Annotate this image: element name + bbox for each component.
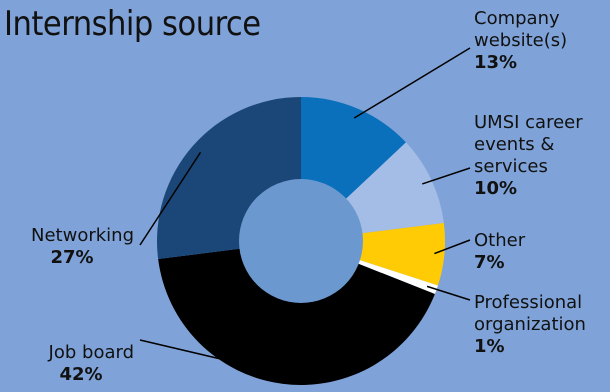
- leader-lines: [139, 47, 471, 375]
- label-umsi-career: UMSI career events & services 10%: [474, 112, 583, 200]
- label-other: Other 7%: [474, 230, 525, 274]
- label-company-website-line-2: website(s): [474, 30, 568, 51]
- leader-umsi-career: [422, 167, 471, 185]
- label-professional-org: Professional organization 1%: [474, 292, 586, 358]
- label-job-board-line-1: Job board: [48, 342, 134, 363]
- slice-job-board: [158, 241, 435, 385]
- label-networking: Networking 27%: [10, 225, 134, 269]
- leader-other: [434, 239, 471, 255]
- label-umsi-career-line-1: UMSI career: [474, 112, 583, 133]
- label-professional-org-line-1: Professional: [474, 292, 583, 313]
- label-company-website: Company website(s) 13%: [474, 8, 567, 74]
- donut-hole: [239, 179, 363, 303]
- chart-title: Internship source: [4, 4, 261, 44]
- label-professional-org-value: 1%: [474, 336, 505, 357]
- leader-networking: [139, 151, 202, 246]
- label-professional-org-line-2: organization: [474, 314, 586, 335]
- label-networking-value: 27%: [50, 247, 94, 268]
- label-company-website-value: 13%: [474, 52, 518, 73]
- label-umsi-career-value: 10%: [474, 178, 518, 199]
- leader-professional-org: [426, 285, 471, 301]
- label-job-board-value: 42%: [59, 364, 103, 385]
- label-company-website-line-1: Company: [474, 8, 560, 29]
- label-job-board: Job board 42%: [28, 342, 134, 386]
- label-other-value: 7%: [474, 252, 505, 273]
- leader-company-website: [353, 47, 471, 119]
- leader-job-board: [139, 339, 285, 375]
- label-umsi-career-line-3: services: [474, 156, 548, 177]
- label-networking-line-1: Networking: [31, 225, 134, 246]
- label-other-line-1: Other: [474, 230, 526, 251]
- label-umsi-career-line-2: events &: [474, 134, 555, 155]
